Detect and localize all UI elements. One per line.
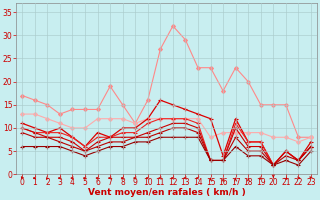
X-axis label: Vent moyen/en rafales ( km/h ): Vent moyen/en rafales ( km/h ) xyxy=(88,188,245,197)
